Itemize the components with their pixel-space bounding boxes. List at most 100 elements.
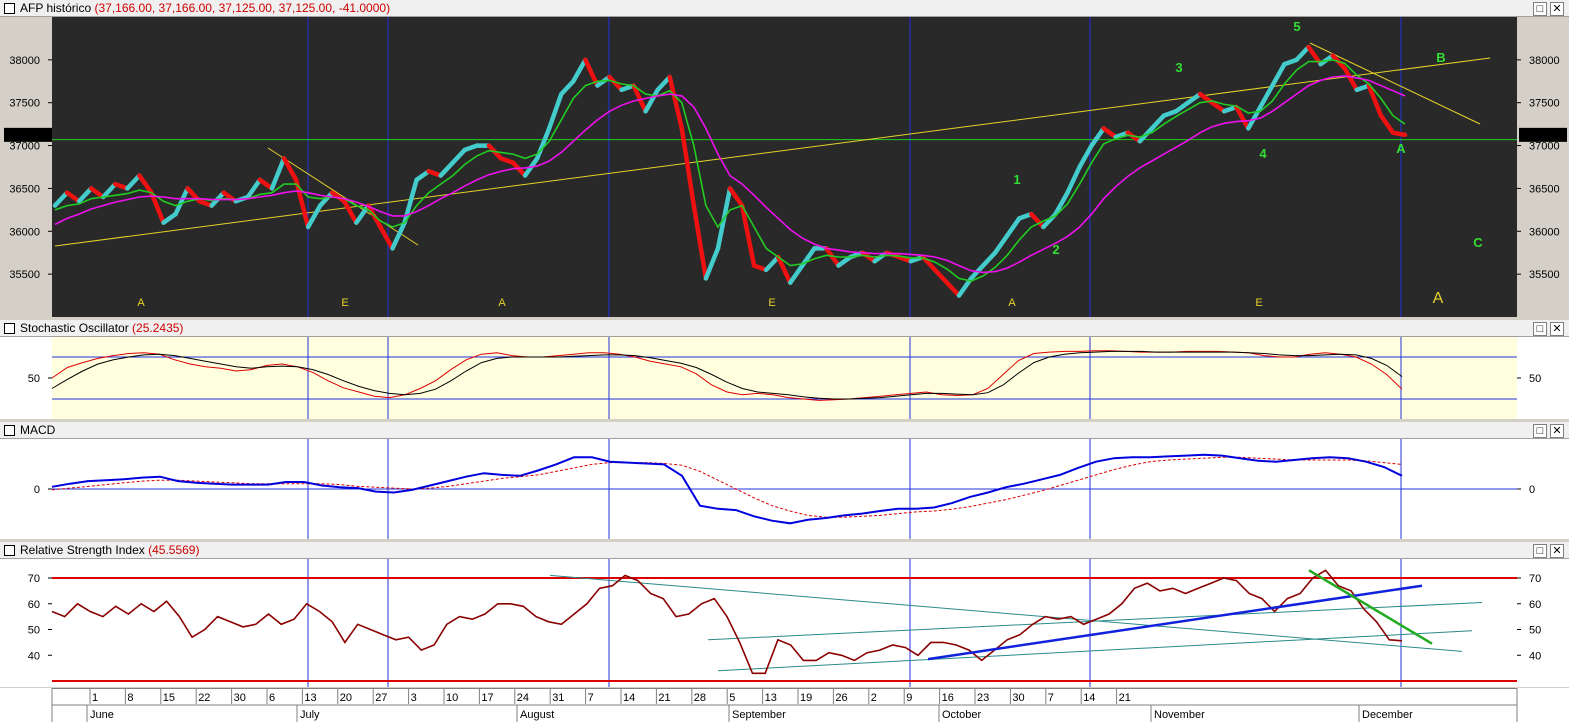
macd-line [51, 453, 1403, 525]
price-bar [1378, 113, 1396, 135]
price-bar [257, 177, 275, 191]
month-label: October [942, 709, 981, 721]
price-bar [414, 169, 431, 183]
stoch-chart: 50 50 [0, 337, 1569, 419]
x-tick-label: 30 [234, 692, 246, 704]
rsi-pane-title: Relative Strength Index [20, 543, 145, 557]
y-tick-label: 36500 [9, 183, 40, 195]
x-tick-label: 19 [800, 692, 812, 704]
x-tick-label: 13 [765, 692, 777, 704]
pane-restore-button[interactable]: □ [1533, 424, 1547, 438]
y-tick-label: 37500 [1529, 98, 1560, 110]
price-bar [824, 246, 841, 268]
cycle-label: A [1433, 290, 1444, 307]
price-bar [691, 203, 709, 281]
rsi-chart: 40 40 50 50 60 60 70 70 [0, 559, 1569, 687]
pane-close-button[interactable]: ✕ [1550, 2, 1564, 16]
y-tick-label: 40 [28, 650, 40, 662]
trend-line [1309, 42, 1481, 125]
wave-label: A [1396, 141, 1406, 156]
price-bar [1004, 216, 1022, 238]
y-tick-label: 38000 [1529, 55, 1560, 67]
cycle-label: A [137, 297, 145, 309]
pane-restore-button[interactable]: □ [1533, 544, 1547, 558]
x-tick-label: 24 [517, 692, 529, 704]
x-tick-label: 17 [481, 692, 493, 704]
price-bar [860, 250, 877, 264]
rsi-pane-values: (45.5569) [148, 543, 200, 557]
pane-close-button[interactable]: ✕ [1550, 322, 1564, 336]
x-tick-label: 28 [694, 692, 706, 704]
pane-close-button[interactable]: ✕ [1550, 544, 1564, 558]
wave-label: 2 [1052, 242, 1059, 257]
price-bar [52, 190, 70, 208]
stoch-pane-values: (25.2435) [132, 321, 184, 335]
pane-restore-button[interactable]: □ [1533, 322, 1547, 336]
x-tick-label: 31 [552, 692, 564, 704]
y-tick-label: 0 [1529, 484, 1535, 496]
pane-toggle-box[interactable] [4, 3, 15, 14]
price-bar [1270, 61, 1287, 88]
price-bar [1294, 44, 1311, 63]
price-bar [137, 173, 154, 195]
month-label: September [732, 709, 786, 721]
price-bar [607, 74, 624, 93]
price-bar [631, 83, 648, 114]
y-tick-label: 40 [1529, 650, 1541, 662]
price-bar [1318, 53, 1335, 67]
x-tick-label: 21 [658, 692, 670, 704]
x-tick-label: 27 [375, 692, 387, 704]
month-label: August [520, 709, 554, 721]
y-tick-label: 0 [34, 484, 40, 496]
wave-label: 5 [1293, 19, 1300, 34]
y-tick-label: 50 [28, 625, 40, 637]
price-bar [510, 160, 528, 178]
price-bar [1101, 126, 1118, 140]
x-tick-label: 20 [340, 692, 352, 704]
trend-line [54, 57, 1491, 247]
cycle-label: A [1008, 297, 1016, 309]
pane-toggle-box[interactable] [4, 545, 15, 556]
y-tick-label: 36000 [9, 226, 40, 238]
price-bar [655, 74, 672, 93]
cycle-label: E [768, 297, 775, 309]
price-bar [1366, 83, 1384, 118]
x-tick-label: 1 [92, 692, 98, 704]
pane-restore-button[interactable]: □ [1533, 2, 1547, 16]
price-pane-title: AFP histórico [20, 1, 92, 15]
last-price-tag [4, 127, 52, 142]
price-bar [1125, 130, 1143, 144]
price-bar [739, 203, 757, 268]
pane-close-button[interactable]: ✕ [1550, 424, 1564, 438]
x-tick-label: 7 [1048, 692, 1054, 704]
price-bar [679, 126, 697, 208]
y-tick-label: 37500 [9, 98, 40, 110]
y-tick-label: 36500 [1529, 183, 1560, 195]
price-bar [438, 160, 456, 178]
pane-toggle-box[interactable] [4, 323, 15, 334]
price-bar [342, 199, 359, 225]
price-bar [293, 177, 311, 230]
x-axis: 1 8 15 22 30 6 13 20 27 3 10 17 24 31 7 14 21 28 5 13 19 26 2 9… [0, 688, 1569, 726]
price-bar [703, 246, 721, 281]
rsi-chart-frame [0, 559, 1569, 687]
x-tick-label: 3 [411, 692, 417, 704]
rsi-trend-line [707, 601, 1483, 641]
y-tick-label: 50 [28, 373, 40, 385]
macd-pane-title: MACD [20, 423, 56, 437]
wave-label: 1 [1013, 172, 1020, 187]
rsi-pane-header: Relative Strength Index (45.5569) □ ✕ [0, 542, 1569, 559]
wave-label: 3 [1175, 60, 1182, 75]
macd-pane-header: MACD □ ✕ [0, 422, 1569, 439]
price-bar [88, 186, 106, 200]
x-tick-label: 16 [942, 692, 954, 704]
y-tick-label: 38000 [9, 55, 40, 67]
price-bar [1053, 190, 1070, 217]
x-tick-label: 9 [906, 692, 912, 704]
x-tick-label: 13 [304, 692, 316, 704]
month-label: December [1362, 709, 1413, 721]
x-tick-label: 23 [977, 692, 989, 704]
pane-toggle-box[interactable] [4, 425, 15, 436]
y-tick-label: 50 [1529, 625, 1541, 637]
price-pane-header: AFP histórico (37,166.00, 37,166.00, 37,… [0, 0, 1569, 17]
